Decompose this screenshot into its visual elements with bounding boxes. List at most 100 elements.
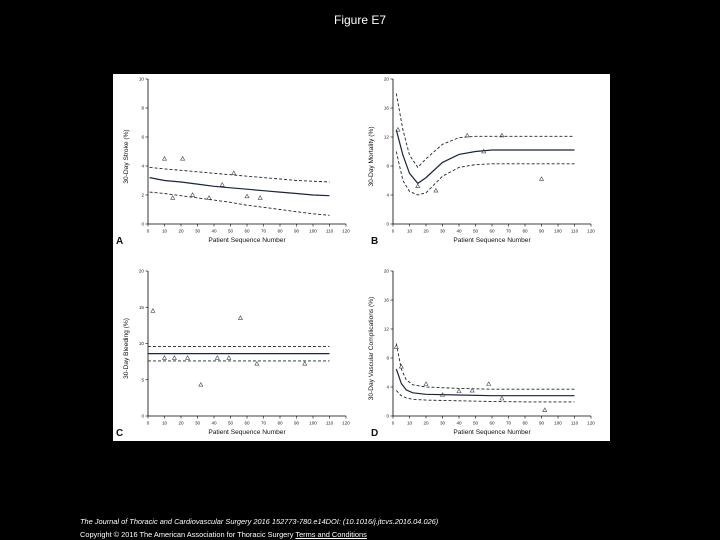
panel-c-x-tick-label: 20 [178, 421, 184, 426]
panel-d-lower-ci-line [395, 390, 575, 403]
panel-c-data-point [254, 360, 260, 366]
panel-a-x-tick-label: 80 [277, 229, 283, 234]
citation-text: The Journal of Thoracic and Cardiovascul… [80, 517, 439, 526]
panel-d-data-point [439, 392, 446, 397]
panel-b-x-axis-label: Patient Sequence Number [453, 237, 531, 244]
panel-a-fitted-line [149, 177, 330, 197]
panel-b-x-tick-label: 90 [539, 229, 545, 234]
panel-a-data-point [206, 195, 212, 200]
panel-c-y-tick-label: 5 [141, 377, 144, 382]
panel-d-x-tick-label: 90 [539, 421, 545, 426]
panel-d-y-tick-label: 16 [384, 298, 390, 303]
panel-c-data-point [226, 355, 232, 360]
panel-b-y-tick-label: 12 [384, 135, 390, 140]
panel-c-data-point [198, 382, 204, 387]
panel-a-x-tick-label: 30 [195, 229, 201, 234]
panel-c-x-tick-label: 60 [244, 421, 250, 426]
panel-d-x-tick-label: 60 [489, 421, 495, 426]
panel-c-data-point [171, 355, 177, 360]
panel-d-x-axis-label: Patient Sequence Number [453, 429, 531, 436]
panel-a-x-tick-label: 20 [178, 229, 184, 234]
panel-d-y-axis-label: 30-Day Vascular Complications (%) [368, 297, 375, 401]
panel-a-data-point [257, 195, 263, 200]
panel-c-x-tick-label: 10 [162, 421, 168, 426]
panel-c-x-tick-label: 70 [261, 421, 267, 426]
panel-a-letter: A [116, 236, 123, 247]
panel-b-y-axis-label: 30-Day Mortality (%) [368, 126, 375, 186]
panel-c-data-point [150, 308, 156, 313]
panel-d-fitted-line [395, 368, 575, 397]
panel-b-x-tick-label: 120 [587, 229, 595, 234]
panel-c-x-tick-label: 0 [147, 421, 150, 426]
panel-a-data-point [244, 193, 250, 199]
panel-b-x-tick-label: 30 [440, 229, 446, 234]
panel-a-x-axis-label: Patient Sequence Number [208, 237, 286, 244]
panel-a-x-tick-label: 70 [261, 229, 267, 234]
panel-a-y-tick-label: 8 [141, 106, 144, 111]
panel-d-x-tick-label: 110 [571, 421, 579, 426]
panel-a-y-axis-label: 30-Day Stroke (%) [123, 129, 130, 183]
panel-a-x-tick-label: 120 [342, 229, 350, 234]
panel-c-x-tick-label: 120 [342, 421, 350, 426]
panel-a-lower-ci-line [149, 191, 330, 216]
panel-d-x-tick-label: 50 [473, 421, 479, 426]
figure-panel: 0 10 20 30 40 50 60 70 80 90 100 110 120 0 2 4 6 8 10 Patie… [113, 74, 610, 441]
panel-a-x-tick-label: 40 [211, 229, 217, 234]
panel-b-data-point [433, 187, 439, 193]
panel-a-data-point [219, 182, 225, 187]
panel-d-data-point [469, 387, 475, 393]
panel-b-x-tick-label: 20 [423, 229, 429, 234]
panel-d-x-tick-label: 40 [456, 421, 462, 426]
terms-and-conditions-link[interactable]: Terms and Conditions [295, 530, 367, 539]
panel-c-data-point [214, 355, 220, 360]
panel-d-x-tick-label: 80 [522, 421, 528, 426]
panel-d-data-point [393, 344, 399, 349]
panel-b-data-point [499, 132, 505, 138]
panel-a-data-point [231, 170, 237, 175]
panel-a-x-tick-label: 90 [294, 229, 300, 234]
panel-c-x-tick-label: 50 [228, 421, 234, 426]
panel-a-x-tick-label: 100 [309, 229, 317, 234]
copyright-text: Copyright © 2016 The American Associatio… [80, 530, 294, 539]
panel-c-data-point [302, 360, 308, 366]
panel-c-x-tick-label: 30 [195, 421, 201, 426]
panel-a-y-tick-label: 4 [141, 164, 144, 169]
figure-charts: 0 10 20 30 40 50 60 70 80 90 100 110 1200246810Patie… [116, 77, 595, 439]
panel-d-y-tick-label: 4 [386, 385, 389, 390]
panel-b-x-tick-label: 40 [456, 229, 462, 234]
panel-b-x-tick-label: 70 [506, 229, 512, 234]
panel-d-x-tick-label: 70 [506, 421, 512, 426]
panel-b-y-tick-label: 16 [384, 106, 390, 111]
panel-d-data-point [423, 381, 429, 386]
panel-b-fitted-line [395, 129, 575, 185]
panel-c-x-tick-label: 40 [211, 421, 217, 426]
panel-b-x-tick-label: 0 [392, 229, 395, 234]
panel-c-y-axis-label: 30-Day Bleeding (%) [123, 318, 130, 379]
panel-c-x-tick-label: 110 [326, 421, 334, 426]
panel-d-x-tick-label: 120 [587, 421, 595, 426]
panel-c-data-point [237, 315, 243, 320]
panel-a-x-tick-label: 0 [147, 229, 150, 234]
panel-c-y-tick-label: 15 [139, 305, 145, 310]
panel-d-y-tick-label: 8 [386, 356, 389, 361]
panel-b-x-tick-label: 80 [522, 229, 528, 234]
panel-b-data-point [415, 183, 421, 188]
panel-b-upper-ci-line [395, 93, 575, 169]
panel-c-x-tick-label: 80 [277, 421, 283, 426]
panel-d-upper-ci-line [395, 343, 575, 390]
panel-a-y-tick-label: 6 [141, 135, 144, 140]
panel-c-letter: C [116, 428, 123, 439]
panel-b-data-point [395, 126, 401, 132]
panel-d-x-tick-label: 100 [554, 421, 562, 426]
panel-b-y-tick-label: 20 [384, 77, 390, 82]
panel-d-data-point [542, 407, 548, 412]
panel-d-y-tick-label: 12 [384, 327, 390, 332]
panel-a-data-point [170, 195, 176, 200]
panel-d-x-tick-label: 20 [423, 421, 429, 426]
panel-d-letter: D [371, 428, 378, 439]
panel-c-y-tick-label: 10 [139, 341, 145, 346]
panel-b-x-tick-label: 50 [473, 229, 479, 234]
panel-b-x-tick-label: 10 [407, 229, 413, 234]
panel-d-data-point [499, 395, 505, 401]
panel-a-x-tick-label: 110 [326, 229, 334, 234]
